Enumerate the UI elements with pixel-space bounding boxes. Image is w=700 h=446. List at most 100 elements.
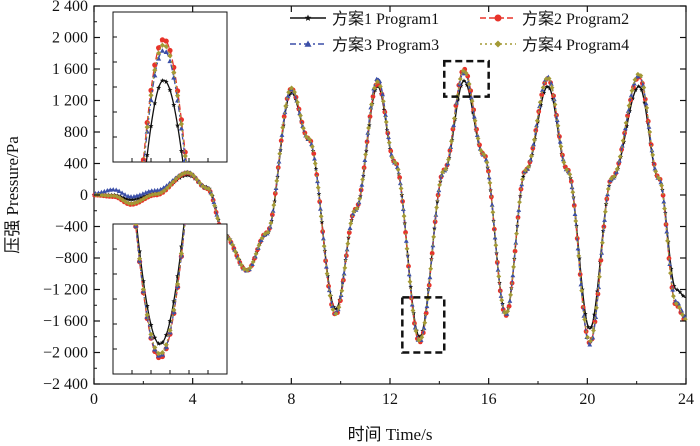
x-tick-label: 0	[90, 391, 98, 408]
data-point	[552, 102, 558, 107]
inset-point	[186, 184, 191, 189]
data-point	[572, 211, 578, 217]
data-point	[249, 261, 255, 267]
data-point	[449, 138, 454, 144]
data-point	[429, 250, 435, 256]
inset-point	[152, 344, 158, 351]
data-point	[507, 298, 513, 303]
data-point	[313, 166, 319, 172]
data-point	[416, 337, 422, 343]
y-tick-label: −800	[55, 250, 88, 267]
data-point	[312, 161, 318, 166]
data-point	[413, 328, 419, 334]
data-point	[120, 197, 126, 203]
data-point	[602, 209, 608, 215]
data-point	[244, 267, 250, 273]
data-point	[660, 192, 666, 198]
data-point	[587, 342, 593, 347]
data-point	[111, 193, 117, 199]
data-point	[341, 271, 347, 276]
data-point	[585, 334, 590, 340]
data-point	[453, 103, 459, 109]
data-point	[333, 311, 339, 317]
inset-point	[175, 93, 181, 99]
data-point	[505, 308, 511, 314]
data-point	[167, 182, 173, 188]
data-point	[252, 254, 258, 259]
data-point	[269, 212, 275, 218]
inset-point	[118, 374, 123, 379]
data-point	[451, 116, 457, 121]
data-point	[537, 99, 543, 105]
inset-trough-frame	[112, 223, 228, 375]
data-point	[564, 167, 570, 173]
data-point	[295, 99, 300, 105]
data-point	[348, 221, 354, 226]
data-point	[138, 198, 144, 203]
data-point	[650, 152, 656, 158]
data-point	[589, 324, 594, 330]
data-point	[543, 76, 549, 82]
data-point	[227, 236, 232, 242]
data-point	[312, 156, 317, 161]
data-point	[140, 191, 146, 196]
data-point	[280, 125, 286, 130]
data-point	[401, 213, 407, 219]
data-point	[537, 103, 542, 109]
inset-point	[186, 180, 191, 185]
legend-label: 方案3 Program3	[332, 36, 439, 54]
data-point	[481, 152, 487, 157]
legend-swatch-marker	[494, 40, 502, 48]
data-point	[403, 230, 408, 235]
inset-point	[141, 165, 146, 170]
data-point	[495, 267, 501, 272]
data-point	[132, 200, 138, 206]
inset-point	[187, 207, 192, 212]
data-point	[419, 334, 425, 340]
data-point	[679, 312, 685, 317]
data-point	[555, 123, 561, 129]
data-point	[573, 218, 579, 224]
data-point	[274, 178, 280, 184]
inset-point	[175, 281, 181, 287]
inset-point	[182, 153, 188, 159]
data-point	[499, 297, 505, 303]
data-point	[389, 155, 395, 160]
axes: 0 4 8 12 16 20 24 −2 400 −2 000 −1 600 −1 200 −800 −…	[43, 0, 694, 408]
data-point	[517, 199, 522, 205]
data-point	[428, 266, 434, 272]
data-point	[392, 159, 398, 165]
inset-point	[182, 157, 188, 162]
data-point	[673, 301, 679, 307]
y-axis-title: 压强 Pressure/Pa	[3, 136, 22, 254]
data-point	[652, 166, 658, 171]
data-point	[158, 190, 164, 195]
inset-point	[156, 50, 162, 56]
data-point	[469, 95, 474, 100]
data-point	[540, 85, 546, 90]
inset-point	[129, 185, 134, 190]
data-point	[102, 193, 108, 198]
data-point	[658, 179, 664, 185]
data-point	[110, 187, 116, 192]
data-point	[617, 158, 622, 163]
data-point	[150, 192, 155, 198]
data-point	[212, 203, 218, 209]
data-point	[588, 338, 593, 344]
data-point	[472, 118, 478, 124]
data-point	[321, 236, 326, 241]
inset-peak-plot	[118, 37, 192, 379]
data-point	[591, 328, 596, 333]
inset-point	[144, 152, 150, 158]
data-point	[682, 313, 687, 319]
data-point	[575, 246, 581, 251]
y-tick-label: −400	[55, 219, 88, 236]
data-point	[539, 92, 545, 98]
data-point	[570, 189, 576, 195]
data-point	[383, 112, 388, 117]
data-point	[592, 319, 598, 325]
x-tick-label: 16	[481, 391, 497, 408]
data-point	[558, 144, 564, 149]
legend-swatch-marker	[494, 14, 502, 22]
inset-point	[163, 43, 169, 50]
